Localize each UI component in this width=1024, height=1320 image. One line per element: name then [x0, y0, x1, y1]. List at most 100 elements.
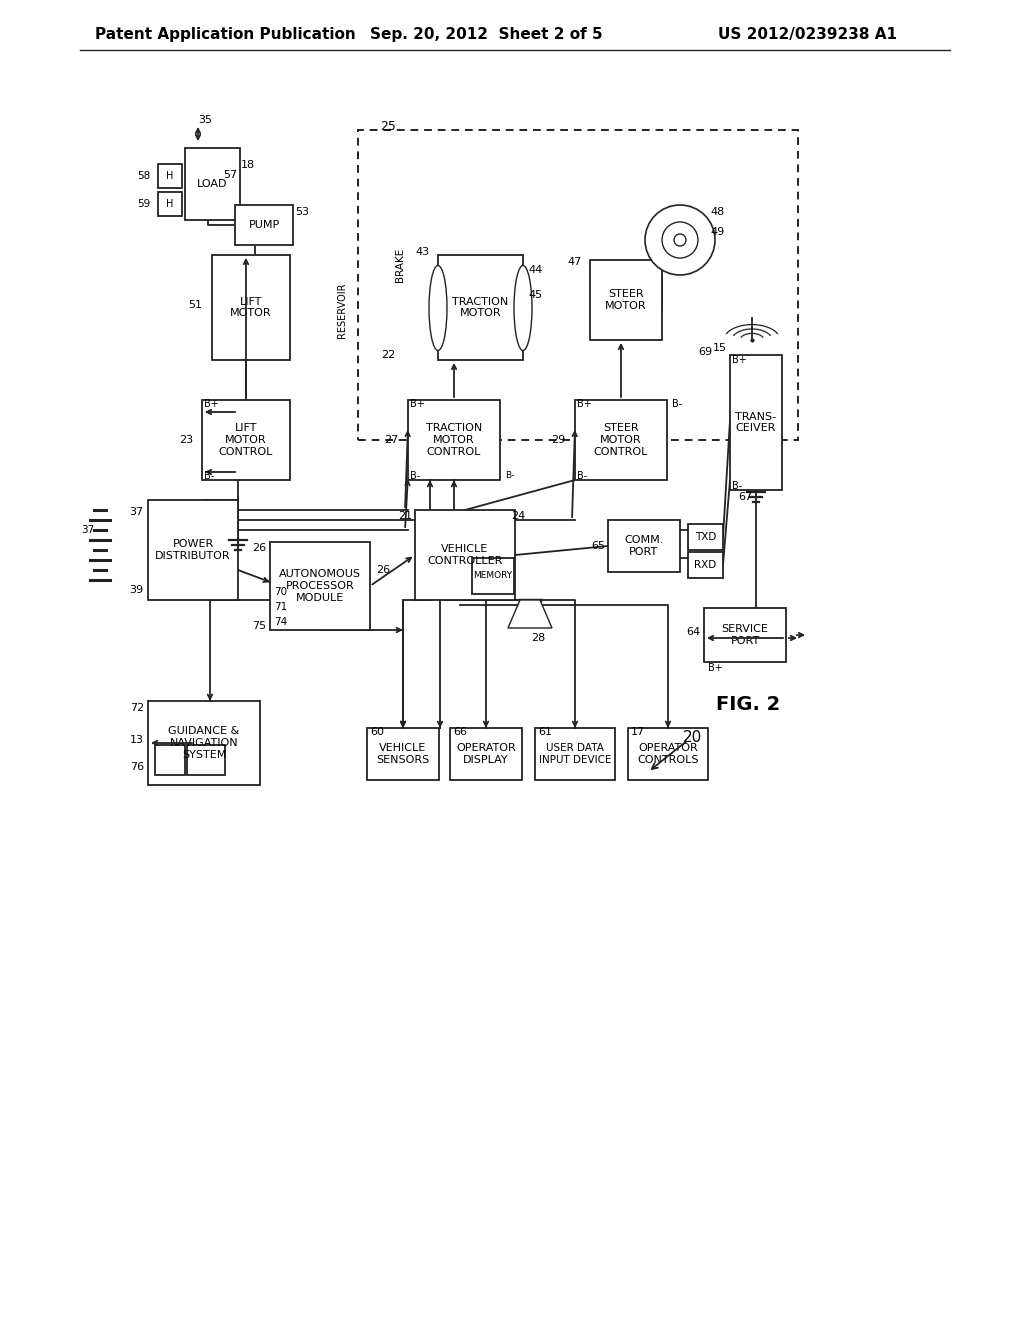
Text: 45: 45 — [528, 290, 542, 300]
Bar — [575, 400, 667, 480]
Bar — [158, 191, 182, 216]
Text: 27: 27 — [384, 436, 398, 445]
Bar — [234, 205, 293, 246]
Text: B-: B- — [410, 471, 420, 480]
Bar — [187, 744, 225, 775]
Text: VEHICLE
SENSORS: VEHICLE SENSORS — [377, 743, 430, 764]
Text: 64: 64 — [686, 627, 700, 638]
Text: TRACTION
MOTOR: TRACTION MOTOR — [453, 297, 509, 318]
Text: B+: B+ — [410, 399, 425, 409]
Text: 13: 13 — [130, 735, 144, 744]
Text: TRANS-
CEIVER: TRANS- CEIVER — [735, 412, 776, 433]
Text: OPERATOR
DISPLAY: OPERATOR DISPLAY — [456, 743, 516, 764]
Text: SERVICE
PORT: SERVICE PORT — [722, 624, 768, 645]
Text: 44: 44 — [528, 265, 543, 275]
Text: AUTONOMOUS
PROCESSOR
MODULE: AUTONOMOUS PROCESSOR MODULE — [279, 569, 361, 603]
Text: B+: B+ — [708, 663, 723, 673]
Text: 58: 58 — [137, 172, 150, 181]
Bar — [408, 400, 500, 480]
Text: 22: 22 — [381, 350, 395, 360]
Text: POWER
DISTRIBUTOR: POWER DISTRIBUTOR — [156, 539, 230, 561]
Text: 60: 60 — [370, 727, 384, 737]
Text: B+: B+ — [204, 399, 219, 409]
Text: USER DATA
INPUT DEVICE: USER DATA INPUT DEVICE — [539, 743, 611, 764]
Text: LIFT
MOTOR
CONTROL: LIFT MOTOR CONTROL — [219, 424, 273, 457]
Text: 76: 76 — [130, 762, 144, 772]
Bar — [148, 500, 238, 601]
Text: 43: 43 — [416, 247, 430, 257]
Text: 26: 26 — [252, 543, 266, 553]
Text: LOAD: LOAD — [198, 180, 227, 189]
Bar — [202, 400, 290, 480]
Text: 17: 17 — [631, 727, 645, 737]
Text: 49: 49 — [711, 227, 725, 238]
Text: 37: 37 — [81, 525, 94, 535]
Text: STEER
MOTOR: STEER MOTOR — [605, 289, 647, 310]
Text: OPERATOR
CONTROLS: OPERATOR CONTROLS — [637, 743, 698, 764]
Text: 26: 26 — [376, 565, 390, 576]
Circle shape — [674, 234, 686, 246]
Text: 15: 15 — [713, 343, 727, 352]
Text: 51: 51 — [188, 300, 202, 310]
Text: 75: 75 — [252, 620, 266, 631]
Text: 71: 71 — [274, 602, 288, 612]
Ellipse shape — [429, 265, 447, 351]
Text: 47: 47 — [567, 257, 582, 267]
Bar — [212, 255, 290, 360]
Text: 21: 21 — [398, 511, 412, 521]
Text: 70: 70 — [274, 587, 287, 597]
Text: TRACTION
MOTOR
CONTROL: TRACTION MOTOR CONTROL — [426, 424, 482, 457]
Bar — [688, 552, 723, 578]
Text: 66: 66 — [453, 727, 467, 737]
Text: RXD: RXD — [694, 560, 717, 570]
Text: H: H — [166, 199, 174, 209]
Text: COMM.
PORT: COMM. PORT — [625, 535, 664, 557]
Text: B-: B- — [505, 471, 514, 480]
Bar — [155, 744, 185, 775]
Text: MEMORY: MEMORY — [473, 572, 513, 581]
Bar — [628, 729, 708, 780]
Text: Patent Application Publication: Patent Application Publication — [95, 26, 355, 41]
Text: VEHICLE
CONTROLLER: VEHICLE CONTROLLER — [427, 544, 503, 566]
Bar — [535, 729, 615, 780]
Ellipse shape — [514, 265, 532, 351]
Text: PUMP: PUMP — [249, 220, 280, 230]
Text: B-: B- — [577, 471, 587, 480]
Bar — [367, 729, 439, 780]
Text: 39: 39 — [129, 585, 143, 595]
Text: 67: 67 — [738, 492, 752, 502]
Text: STEER
MOTOR
CONTROL: STEER MOTOR CONTROL — [594, 424, 648, 457]
Text: 23: 23 — [179, 436, 193, 445]
Text: LIFT
MOTOR: LIFT MOTOR — [230, 297, 271, 318]
Text: 57: 57 — [223, 170, 238, 180]
Text: 74: 74 — [274, 616, 288, 627]
Bar — [148, 701, 260, 785]
Bar — [472, 558, 514, 594]
Bar — [450, 729, 522, 780]
Text: BRAKE: BRAKE — [395, 248, 406, 282]
Text: 69: 69 — [698, 347, 712, 356]
Text: Sep. 20, 2012  Sheet 2 of 5: Sep. 20, 2012 Sheet 2 of 5 — [370, 26, 603, 41]
Text: 59: 59 — [137, 199, 150, 209]
Text: GUIDANCE &
NAVIGATION
SYSTEM: GUIDANCE & NAVIGATION SYSTEM — [168, 726, 240, 759]
Bar — [730, 355, 782, 490]
Text: 18: 18 — [241, 160, 255, 170]
Bar — [438, 255, 523, 360]
Text: 35: 35 — [198, 115, 212, 125]
Text: B+: B+ — [732, 355, 746, 366]
Bar — [608, 520, 680, 572]
Text: 65: 65 — [591, 541, 605, 550]
Text: 28: 28 — [530, 634, 545, 643]
Text: 24: 24 — [511, 511, 525, 521]
Text: H: H — [166, 172, 174, 181]
Text: 53: 53 — [295, 207, 309, 216]
Text: RESERVOIR: RESERVOIR — [337, 282, 347, 338]
Text: FIG. 2: FIG. 2 — [716, 696, 780, 714]
Text: B-: B- — [732, 480, 742, 491]
Circle shape — [662, 222, 698, 257]
Bar — [590, 260, 662, 341]
Text: US 2012/0239238 A1: US 2012/0239238 A1 — [718, 26, 897, 41]
Bar — [270, 543, 370, 630]
Bar — [185, 148, 240, 220]
Text: 48: 48 — [711, 207, 725, 216]
